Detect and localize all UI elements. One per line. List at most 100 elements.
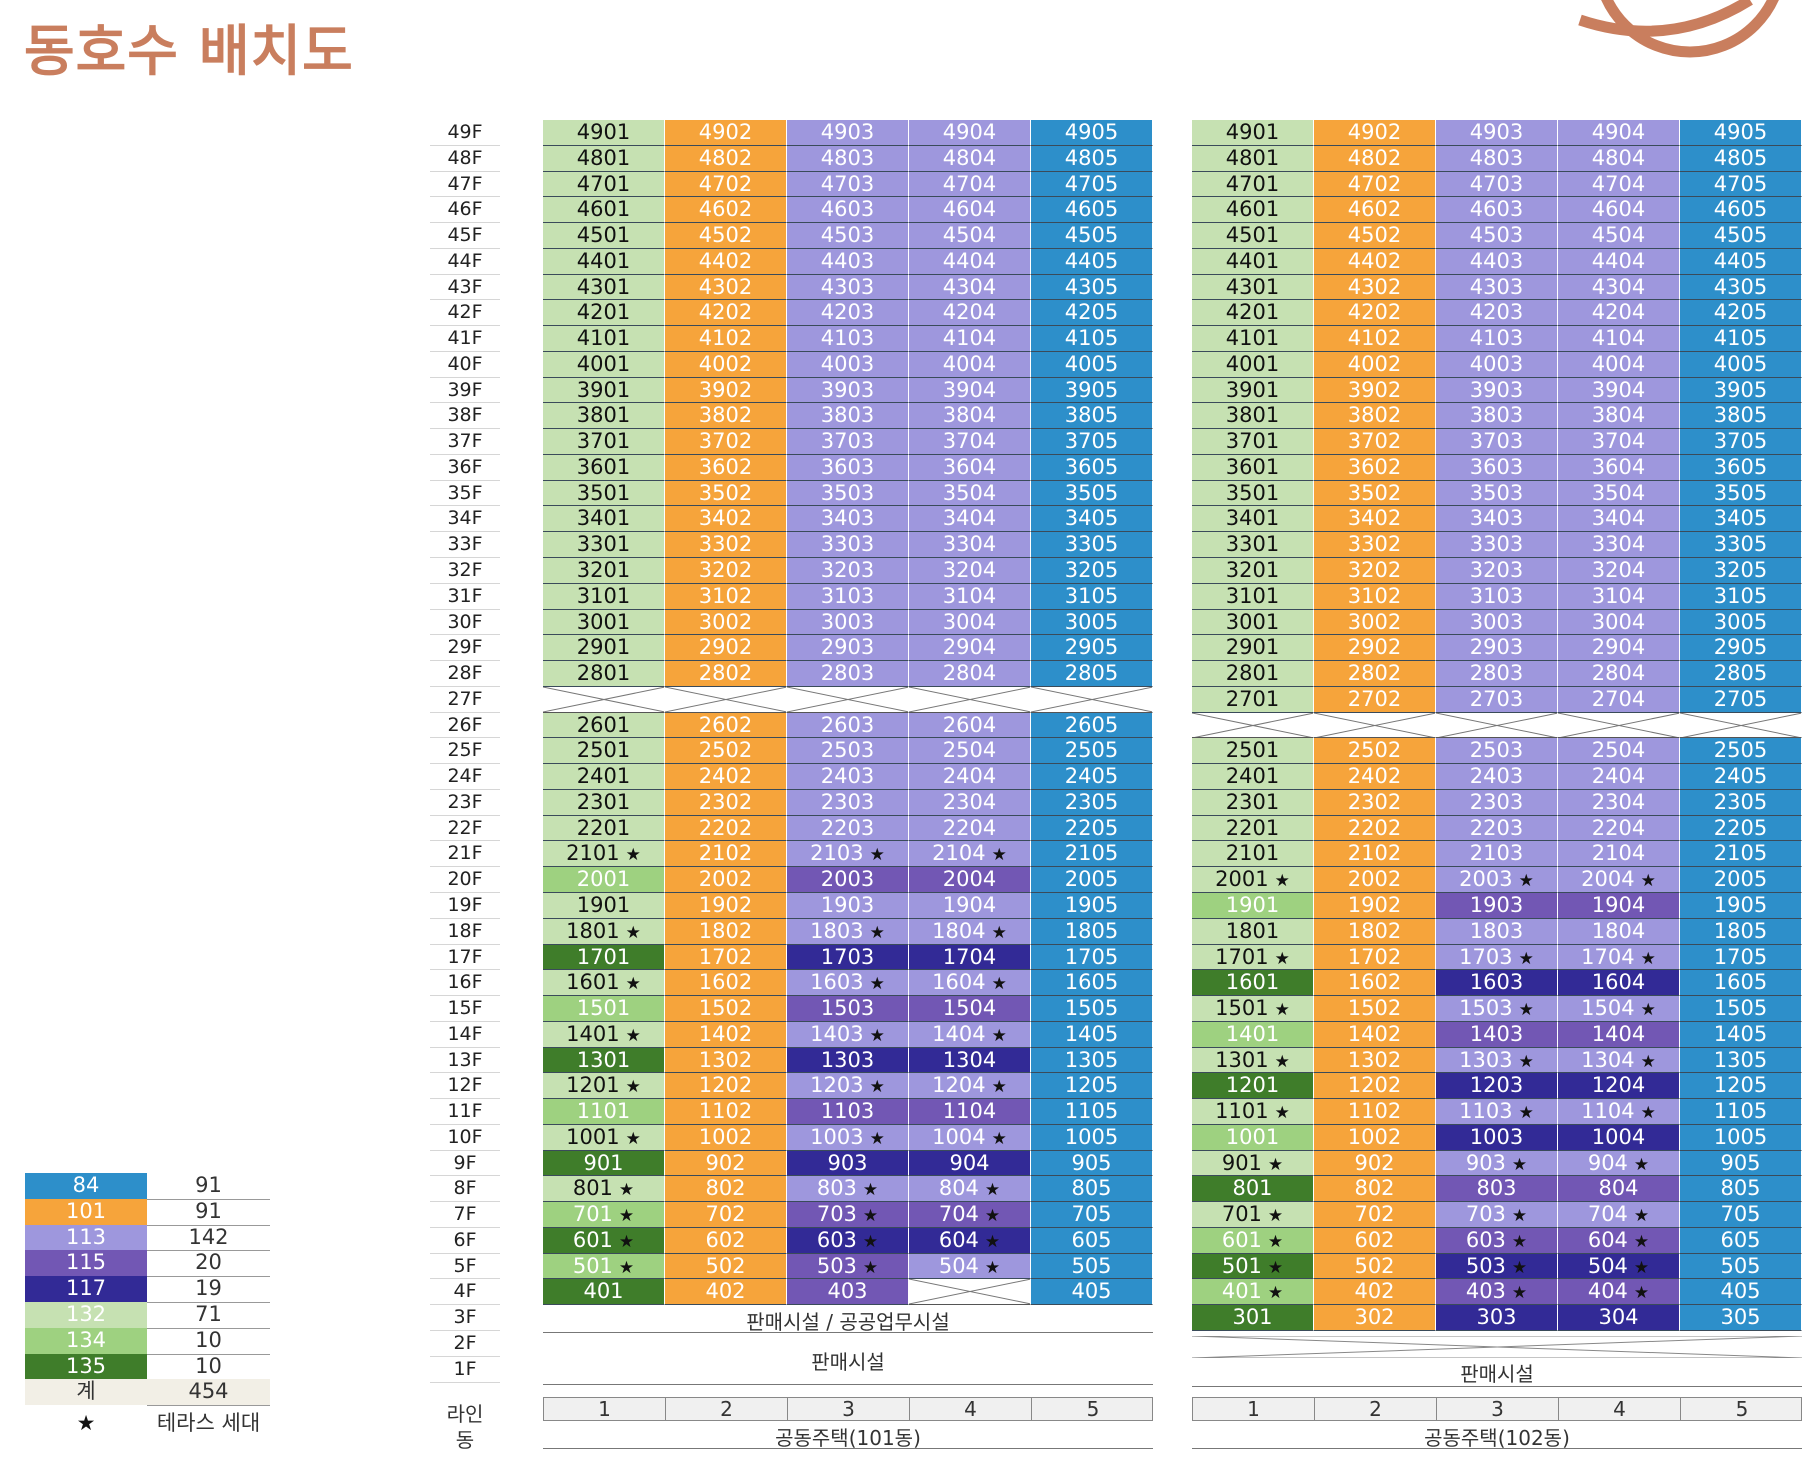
floor-label: 43F (430, 275, 500, 301)
unit-cell: 4505 (1680, 223, 1802, 249)
unit-cell: 505 (1680, 1253, 1802, 1280)
floor-label: 36F (430, 455, 500, 481)
unit-cell: 501 ★ (543, 1253, 665, 1280)
unit-cell: 602 (665, 1227, 787, 1254)
terrace-star-icon: ★ (1511, 1283, 1528, 1304)
unit-cell: 3605 (1680, 454, 1802, 481)
unit-cell: 3602 (665, 454, 787, 481)
unit-number: 3703 (1469, 429, 1524, 454)
legend-row: 132 71 (25, 1301, 270, 1329)
unit-number: 2804 (1591, 661, 1646, 686)
building-102-podium-retail: 판매시설 (1460, 1362, 1534, 1386)
unit-number: 1302 (698, 1047, 753, 1072)
unit-cell: 2201 (1192, 815, 1314, 842)
unit-number: 1504 (942, 996, 997, 1021)
unit-number: 3703 (820, 429, 875, 454)
legend-area-type: 115 (25, 1250, 147, 1278)
unit-cell: 4204 (909, 300, 1031, 327)
unit-number: 3205 (1064, 558, 1119, 583)
unit-cell: 4202 (665, 300, 787, 327)
unit-cell: 4401 (1192, 248, 1314, 275)
floor-label: 16F (430, 970, 500, 997)
unit-cell: 4102 (1314, 326, 1436, 352)
unit-cell: 501 ★ (1192, 1253, 1314, 1280)
unit-number: 2102 (1347, 841, 1402, 866)
unit-cell: 2305 (1680, 789, 1802, 816)
unit-cell: 2904 (1558, 635, 1680, 662)
unit-cell: 3603 (1436, 454, 1558, 481)
legend-area-type: 135 (25, 1353, 147, 1381)
unit-number: 4701 (576, 171, 631, 196)
unit-cell: 4204 (1558, 300, 1680, 327)
unit-cell: 1804 (1558, 918, 1680, 945)
unit-cell: 4901 (543, 120, 665, 146)
unit-cell: 3105 (1680, 583, 1802, 610)
unit-number: 1201 (566, 1073, 620, 1098)
unit-cell: 1805 (1680, 918, 1802, 945)
unit-number: 4002 (1347, 351, 1402, 376)
unit-number: 505 (1071, 1253, 1112, 1278)
unit-cell: 4105 (1031, 326, 1153, 352)
unit-cell: 401 ★ (1192, 1279, 1314, 1306)
terrace-star-icon: ★ (1511, 1206, 1528, 1227)
unit-cell: 3103 (787, 583, 909, 610)
unit-number: 1903 (1469, 892, 1524, 917)
unit-cell: 3401 (543, 506, 665, 533)
floor-label: 18F (430, 919, 500, 945)
unit-number: 2104 (1591, 841, 1646, 866)
unit-cell: 2502 (1314, 738, 1436, 765)
unit-cell: 3003 (1436, 609, 1558, 636)
unit-cell: 3005 (1031, 609, 1153, 636)
unit-number: 1103 (1459, 1099, 1513, 1124)
terrace-star-icon: ★ (869, 845, 885, 866)
terrace-star-icon: ★ (1518, 1051, 1534, 1072)
unit-number: 3603 (1469, 454, 1524, 479)
unit-cell: 1105 (1031, 1099, 1153, 1125)
floor-label: 34F (430, 506, 500, 533)
unit-cell: 2001 (543, 867, 665, 893)
unit-cell: 3601 (1192, 454, 1314, 481)
unit-cell: 1401 ★ (543, 1021, 665, 1048)
unit-cell: 3001 (543, 609, 665, 636)
unit-number: 604 (1587, 1227, 1628, 1252)
unit-number: 903 (827, 1150, 868, 1175)
unit-cell: 1803 (1436, 918, 1558, 945)
terrace-star-icon: ★ (618, 1206, 635, 1227)
unit-cell: 1003 ★ (787, 1124, 909, 1151)
unit-number: 1502 (1347, 996, 1402, 1021)
unit-cell: 405 (1031, 1279, 1153, 1306)
unit-number: 3701 (1225, 429, 1280, 454)
floor-label: 45F (430, 223, 500, 249)
unit-number: 1904 (1591, 892, 1646, 917)
terrace-star-icon: ★ (1518, 1103, 1534, 1124)
terrace-star-icon: ★ (991, 1025, 1007, 1046)
unit-number: 3302 (698, 532, 753, 557)
void-unit-cell (1314, 712, 1436, 739)
unit-number: 904 (949, 1150, 990, 1175)
unit-cell: 1605 (1680, 970, 1802, 997)
unit-number: 1702 (698, 944, 753, 969)
unit-cell: 502 (1314, 1253, 1436, 1280)
unit-number: 3002 (1347, 609, 1402, 634)
unit-number: 4805 (1064, 145, 1119, 170)
floor-label: 28F (430, 661, 500, 687)
unit-cell: 2204 (909, 815, 1031, 842)
unit-cell: 3203 (1436, 558, 1558, 584)
unit-cell: 4405 (1680, 248, 1802, 275)
unit-number: 4405 (1713, 248, 1768, 273)
unit-cell: 901 ★ (1192, 1150, 1314, 1177)
unit-cell: 2504 (909, 738, 1031, 765)
unit-cell: 1005 (1031, 1124, 1153, 1151)
unit-cell: 4004 (1558, 351, 1680, 378)
unit-number: 3002 (698, 609, 753, 634)
unit-number: 3005 (1713, 609, 1768, 634)
line-number: 5 (1735, 1397, 1749, 1421)
unit-number: 2502 (1347, 738, 1402, 763)
unit-number: 903 (1465, 1150, 1506, 1175)
unit-cell: 4103 (787, 326, 909, 352)
unit-number: 1403 (810, 1021, 864, 1046)
void-unit-cell (543, 686, 665, 713)
unit-cell: 1404 ★ (909, 1021, 1031, 1048)
unit-number: 3304 (1591, 532, 1646, 557)
unit-cell: 1005 (1680, 1124, 1802, 1151)
